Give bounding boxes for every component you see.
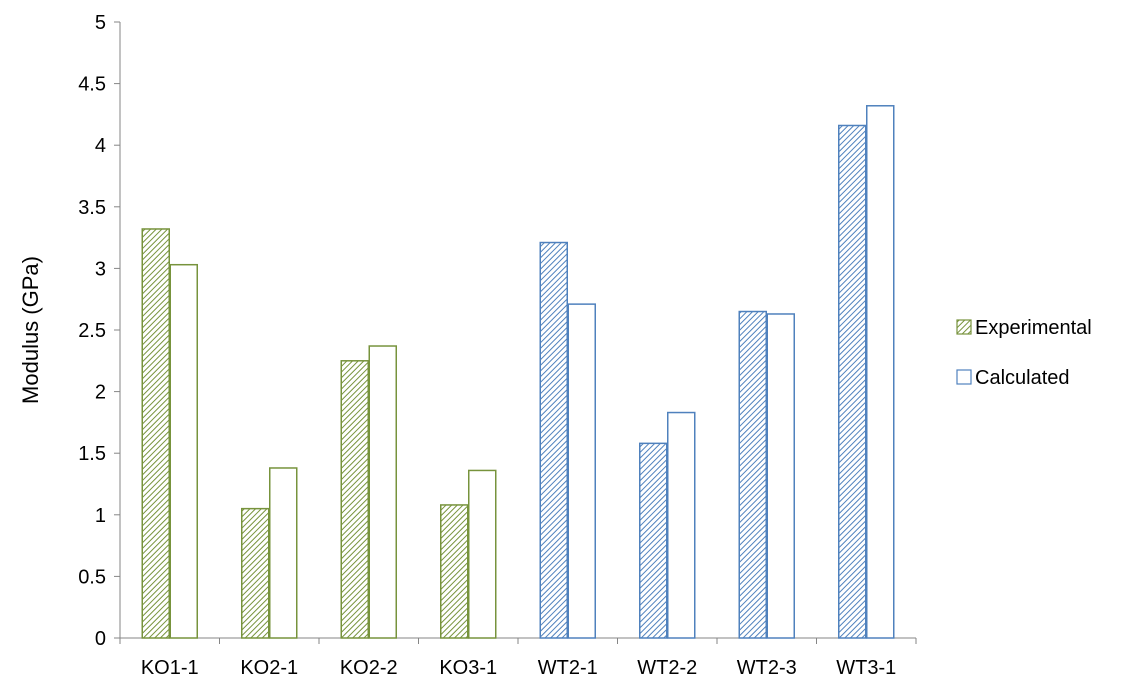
y-tick-label: 0.5 [78,566,106,588]
legend-label-experimental: Experimental [975,317,1092,339]
y-tick-label: 5 [95,12,106,34]
bar-calculated [866,105,895,639]
y-axis: 0 0.5 1 1.5 2 2.5 3 3.5 4 4.5 5 [78,12,121,650]
y-tick-label: 3.5 [78,197,106,219]
legend-swatch-calculated [956,369,972,385]
y-tick-label: 2.5 [78,320,106,342]
y-tick-label: 3 [95,258,106,280]
x-tick-label: KO2-2 [340,657,398,679]
bar-experimental [838,124,867,639]
bar-calculated [766,313,795,639]
bars [141,105,895,639]
bar-experimental [539,241,568,639]
x-tick-label: WT2-2 [637,657,697,679]
x-tick-label: WT2-1 [538,657,598,679]
x-tick-label: WT3-1 [836,657,896,679]
x-axis: KO1-1 KO2-1 KO2-2 KO3-1 WT2-1 WT2-2 WT2-3 WT3-1 [119,637,917,679]
bar-calculated [169,263,198,639]
bar-experimental [141,228,170,639]
y-tick-label: 4 [95,135,106,157]
x-tick-label: KO3-1 [439,657,497,679]
bar-calculated [567,303,596,639]
y-tick-label: 1 [95,505,106,527]
bar-experimental [241,507,270,639]
legend-swatch-experimental [956,319,972,335]
legend: Experimental Calculated [956,317,1092,389]
bar-experimental [738,310,767,639]
bar-calculated [269,467,298,639]
y-tick-label: 4.5 [78,74,106,96]
y-axis-title: Modulus (GPa) [18,256,43,404]
bar-experimental [340,360,369,639]
y-ticks: 0 0.5 1 1.5 2 2.5 3 3.5 4 4.5 5 [78,12,120,650]
bar-calculated [468,469,497,639]
x-tick-label: KO2-1 [240,657,298,679]
bar-experimental [440,504,469,639]
y-tick-label: 2 [95,382,106,404]
x-ticks: KO1-1 KO2-1 KO2-2 KO3-1 WT2-1 WT2-2 WT2-3 WT3-1 [119,638,917,679]
y-tick-label: 1.5 [78,443,106,465]
x-tick-label: KO1-1 [141,657,199,679]
y-tick-label: 0 [95,628,106,650]
legend-label-calculated: Calculated [975,367,1070,389]
bar-experimental [639,442,668,639]
bar-calculated [368,345,397,639]
bar-calculated [667,411,696,639]
x-tick-label: WT2-3 [737,657,797,679]
